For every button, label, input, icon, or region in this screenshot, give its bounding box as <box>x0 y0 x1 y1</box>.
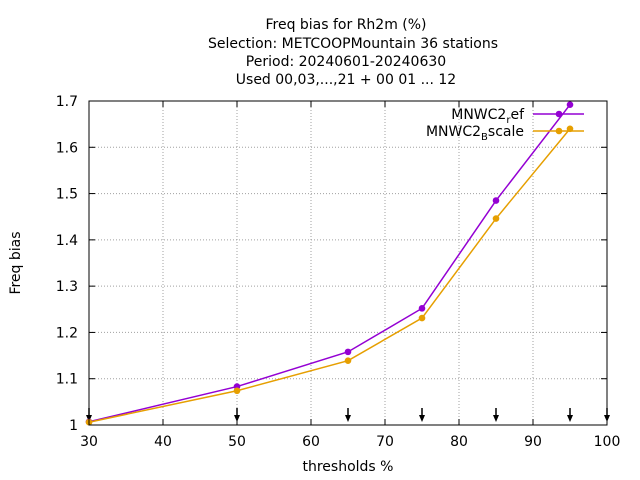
series-2 <box>85 125 574 426</box>
x-tick-label: 70 <box>376 434 394 450</box>
legend-label-subscript: r <box>506 115 511 126</box>
series-line <box>88 104 571 423</box>
x-axis-label: thresholds % <box>303 459 394 475</box>
legend-label-base: MNWC2 <box>451 107 506 123</box>
y-tick-label: 1.4 <box>56 233 78 249</box>
y-tick-label: 1.7 <box>56 94 78 110</box>
legend-label-2: MNWC2Bscale <box>426 124 524 143</box>
legend-swatch-point <box>555 127 563 135</box>
threshold-arrow-head <box>493 415 499 422</box>
threshold-arrow-head <box>419 415 425 422</box>
x-tick-labels: 30 40 50 60 70 80 90 100 <box>80 434 620 450</box>
title-line-2: Selection: METCOOPMountain 36 stations <box>208 36 498 52</box>
y-tick-label: 1.2 <box>56 325 78 341</box>
data-point <box>418 305 426 312</box>
data-series <box>85 101 574 426</box>
y-tick-label: 1.1 <box>56 372 78 388</box>
plot-frame <box>88 100 608 426</box>
y-tick-labels: 1 1.1 1.2 1.3 1.4 1.5 1.6 1.7 <box>56 94 78 434</box>
legend-label-rest: scale <box>488 124 524 140</box>
data-point <box>344 348 352 356</box>
title-line-4: Used 00,03,...,21 + 00 01 ... 12 <box>236 72 456 88</box>
x-tick-label: 30 <box>80 434 98 450</box>
x-tick-label: 50 <box>228 434 246 450</box>
legend-label-rest: ef <box>510 107 525 123</box>
legend-swatch-point <box>555 110 563 118</box>
data-point <box>492 197 500 204</box>
data-point <box>233 387 241 395</box>
chart-title: Freq bias for Rh2m (%) Selection: METCOO… <box>208 17 498 88</box>
threshold-markers <box>86 408 610 422</box>
legend-label-1: MNWC2ref <box>451 107 525 126</box>
data-point <box>344 357 352 364</box>
data-point <box>418 314 426 322</box>
x-tick-label: 40 <box>154 434 172 450</box>
y-tick-label: 1 <box>69 418 78 434</box>
axis-ticks <box>88 100 608 426</box>
y-tick-label: 1.6 <box>56 140 78 156</box>
data-point <box>492 215 500 222</box>
x-tick-label: 90 <box>524 434 542 450</box>
data-point <box>566 101 574 109</box>
grid-lines <box>89 101 607 425</box>
series-1 <box>85 101 574 426</box>
threshold-arrow-head <box>234 415 240 422</box>
y-axis-label: Freq bias <box>8 231 24 294</box>
y-tick-label: 1.5 <box>56 187 78 203</box>
threshold-arrow-head <box>567 415 573 422</box>
threshold-arrow-head <box>345 415 351 422</box>
y-tick-label: 1.3 <box>56 279 78 295</box>
x-tick-label: 60 <box>302 434 320 450</box>
x-tick-label: 80 <box>450 434 468 450</box>
title-line-3: Period: 20240601-20240630 <box>246 54 446 70</box>
title-line-1: Freq bias for Rh2m (%) <box>265 17 426 33</box>
x-tick-label: 100 <box>594 434 621 450</box>
legend-label-subscript: B <box>481 132 488 143</box>
legend-label-base: MNWC2 <box>426 124 481 140</box>
series-line <box>88 128 571 423</box>
